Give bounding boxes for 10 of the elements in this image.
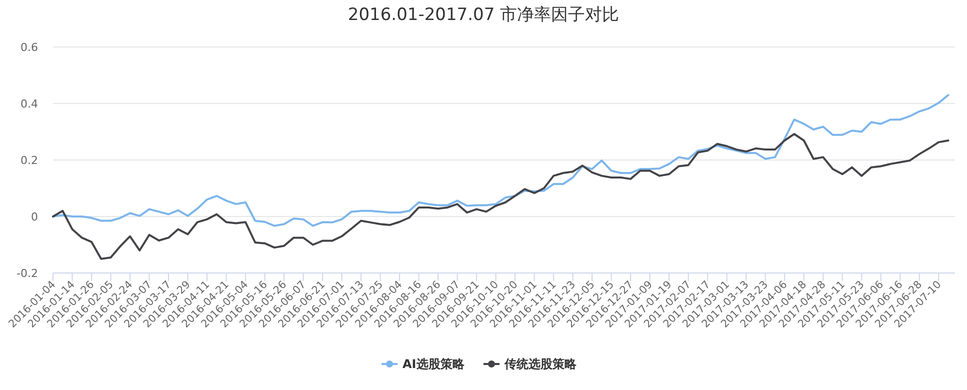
legend-label: AI选股策略 [402,357,466,371]
y-tick-label: -0.2 [16,267,38,280]
line-series [52,94,950,227]
chart-title: 2016.01-2017.07 市净率因子对比 [348,5,620,25]
line-series [52,133,950,260]
y-tick-label: 0.4 [20,98,38,110]
y-tick-label: 0 [31,210,38,224]
legend-label: 传统选股策略 [504,357,578,371]
y-tick-label: 0.6 [20,41,38,54]
y-tick-label: 0.2 [20,154,38,167]
